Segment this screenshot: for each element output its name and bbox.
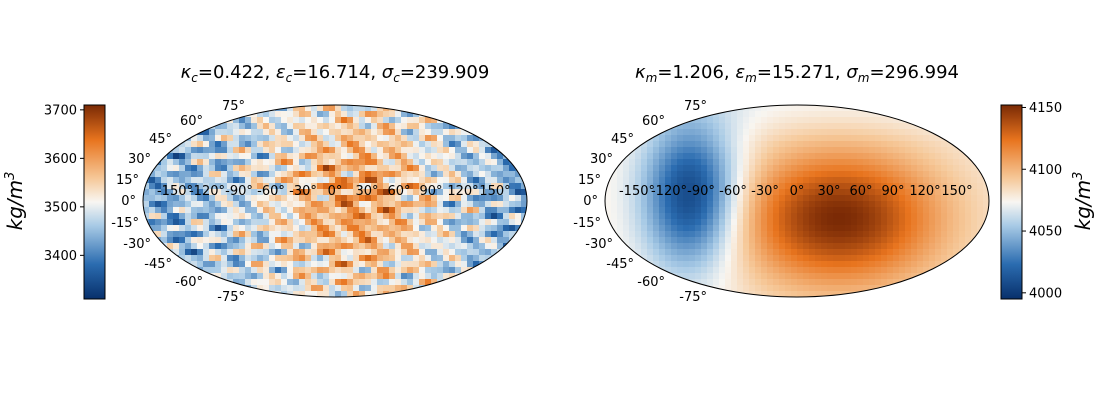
- lon-tick-label: -90°: [687, 184, 715, 199]
- mantle-density-map: [604, 104, 990, 298]
- lat-tick-label: -60°: [637, 275, 665, 290]
- colorbar-tick-label: 3700: [44, 103, 77, 118]
- lat-tick-label: 45°: [611, 132, 634, 147]
- lat-tick-label: 0°: [121, 194, 136, 209]
- lat-tick-label: 45°: [149, 132, 172, 147]
- crust-density-panel: κc=0.422, εc=16.714, σc=239.909 -150° -1…: [3, 62, 528, 305]
- crust-density-field: [143, 105, 527, 297]
- lon-tick-label: -60°: [257, 184, 285, 199]
- crust-colorbar-ticks: 3400 3500 3600 3700: [44, 103, 84, 264]
- lon-tick-label: -30°: [751, 184, 779, 199]
- colorbar-tick-label: 4050: [1029, 225, 1062, 240]
- lat-tick-label: 0°: [583, 194, 598, 209]
- crust-latitude-labels: 75° 60° 45° 30° 15° 0° -15° -30° -45° -6…: [111, 99, 245, 305]
- lon-tick-label: 30°: [817, 184, 840, 199]
- lon-tick-label: 30°: [355, 184, 378, 199]
- mantle-colorbar: 4000 4050 4100 4150 kg/m3: [1000, 101, 1095, 301]
- lat-tick-label: -15°: [111, 216, 139, 231]
- lon-tick-label: -150°: [157, 184, 193, 199]
- lon-tick-label: 0°: [328, 184, 343, 199]
- crust-colorbar: 3400 3500 3600 3700 kg/m3: [3, 103, 106, 300]
- colorbar-tick-label: 4000: [1029, 286, 1062, 301]
- lat-tick-label: -45°: [606, 257, 634, 272]
- crust-panel-title: κc=0.422, εc=16.714, σc=239.909: [181, 62, 490, 85]
- lat-tick-label: -45°: [144, 257, 172, 272]
- crust-colorbar-scale: [83, 104, 106, 300]
- lat-tick-label: 75°: [684, 99, 707, 114]
- lat-tick-label: 30°: [128, 152, 151, 167]
- lon-tick-label: 150°: [941, 184, 972, 199]
- lat-tick-label: 60°: [180, 114, 203, 129]
- mantle-colorbar-scale: [1000, 104, 1023, 300]
- colorbar-tick-label: 3400: [44, 249, 77, 264]
- lon-tick-label: -60°: [719, 184, 747, 199]
- lat-tick-label: -30°: [585, 237, 613, 252]
- mantle-density-field: [605, 105, 989, 297]
- mantle-density-panel: κm=1.206, εm=15.271, σm=296.994 -150° -1…: [573, 62, 1095, 305]
- crust-map-outline: [142, 104, 528, 298]
- lon-tick-label: 120°: [447, 184, 478, 199]
- lon-tick-label: 0°: [790, 184, 805, 199]
- lon-tick-label: 60°: [387, 184, 410, 199]
- lat-tick-label: 30°: [590, 152, 613, 167]
- mantle-latitude-labels: 75° 60° 45° 30° 15° 0° -15° -30° -45° -6…: [573, 99, 707, 305]
- lat-tick-label: 15°: [116, 173, 139, 188]
- lon-tick-label: 120°: [909, 184, 940, 199]
- lon-tick-label: -90°: [225, 184, 253, 199]
- lon-tick-label: 90°: [881, 184, 904, 199]
- lon-tick-label: 90°: [419, 184, 442, 199]
- lat-tick-label: 75°: [222, 99, 245, 114]
- colorbar-tick-label: 4150: [1029, 101, 1062, 116]
- crust-longitude-labels: -150° -120° -90° -60° -30° 0° 30° 60° 90…: [157, 184, 511, 199]
- lat-tick-label: 15°: [578, 173, 601, 188]
- lat-tick-label: -60°: [175, 275, 203, 290]
- lon-tick-label: 60°: [849, 184, 872, 199]
- mantle-panel-title: κm=1.206, εm=15.271, σm=296.994: [635, 62, 959, 85]
- lon-tick-label: -120°: [651, 184, 687, 199]
- lat-tick-label: -75°: [217, 290, 245, 305]
- colorbar-tick-label: 4100: [1029, 163, 1062, 178]
- colorbar-tick-label: 3600: [44, 152, 77, 167]
- crust-density-map: [142, 104, 528, 298]
- mantle-colorbar-label: kg/m3: [1071, 172, 1095, 231]
- mantle-map-outline: [604, 104, 990, 298]
- colorbar-tick-label: 3500: [44, 200, 77, 215]
- crust-colorbar-label: kg/m3: [3, 172, 27, 231]
- lon-tick-label: -30°: [289, 184, 317, 199]
- mantle-colorbar-ticks: 4000 4050 4100 4150: [1022, 101, 1062, 301]
- lat-tick-label: 60°: [642, 114, 665, 129]
- lat-tick-label: -30°: [123, 237, 151, 252]
- lat-tick-label: -15°: [573, 216, 601, 231]
- lon-tick-label: -150°: [619, 184, 655, 199]
- lat-tick-label: -75°: [679, 290, 707, 305]
- lon-tick-label: -120°: [189, 184, 225, 199]
- mantle-longitude-labels: -150° -120° -90° -60° -30° 0° 30° 60° 90…: [619, 184, 973, 199]
- lon-tick-label: 150°: [479, 184, 510, 199]
